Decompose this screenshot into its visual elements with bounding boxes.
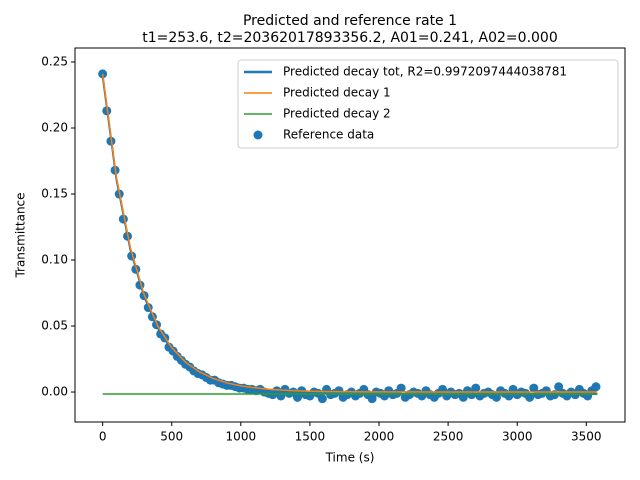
data-point	[491, 392, 501, 402]
legend-box	[237, 59, 619, 149]
data-point	[396, 383, 406, 393]
legend-label: Predicted decay 1	[283, 86, 391, 100]
x-tick-label: 0	[99, 430, 107, 444]
x-tick-label: 2000	[364, 430, 395, 444]
y-axis-label: Transmittance	[14, 192, 28, 278]
y-tick-label: 0.25	[41, 54, 68, 68]
x-axis-label: Time (s)	[325, 451, 375, 465]
chart-subtitle: t1=253.6, t2=20362017893356.2, A01=0.241…	[142, 30, 558, 46]
x-tick-label: 3000	[502, 430, 533, 444]
y-tick-label: 0.15	[41, 187, 68, 201]
data-point	[317, 394, 327, 404]
data-point	[525, 392, 535, 402]
legend-label: Predicted decay tot, R2=0.99720974440387…	[283, 65, 567, 79]
chart-title: Predicted and reference rate 1	[243, 13, 457, 29]
legend-label: Reference data	[283, 128, 374, 142]
x-tick-label: 1000	[226, 430, 257, 444]
x-tick-label: 3500	[571, 430, 602, 444]
data-point	[458, 392, 468, 402]
legend: Predicted decay tot, R2=0.99720974440387…	[237, 59, 619, 149]
y-tick-label: 0.10	[41, 253, 68, 267]
y-tick-label: 0.05	[41, 319, 68, 333]
plot-area	[98, 69, 601, 404]
x-tick-label: 2500	[433, 430, 464, 444]
legend-marker	[253, 130, 263, 140]
y-tick-label: 0.00	[41, 385, 68, 399]
line	[101, 73, 598, 393]
y-tick-label: 0.20	[41, 121, 68, 135]
data-point	[529, 383, 539, 393]
data-point	[554, 382, 564, 392]
axes-frame	[74, 47, 626, 423]
legend-label: Predicted decay 2	[283, 107, 391, 121]
data-point	[591, 382, 601, 392]
data-point	[292, 392, 302, 402]
data-point	[471, 383, 481, 393]
x-tick-label: 1500	[295, 430, 326, 444]
data-point	[367, 394, 377, 404]
x-tick-label: 500	[160, 430, 183, 444]
